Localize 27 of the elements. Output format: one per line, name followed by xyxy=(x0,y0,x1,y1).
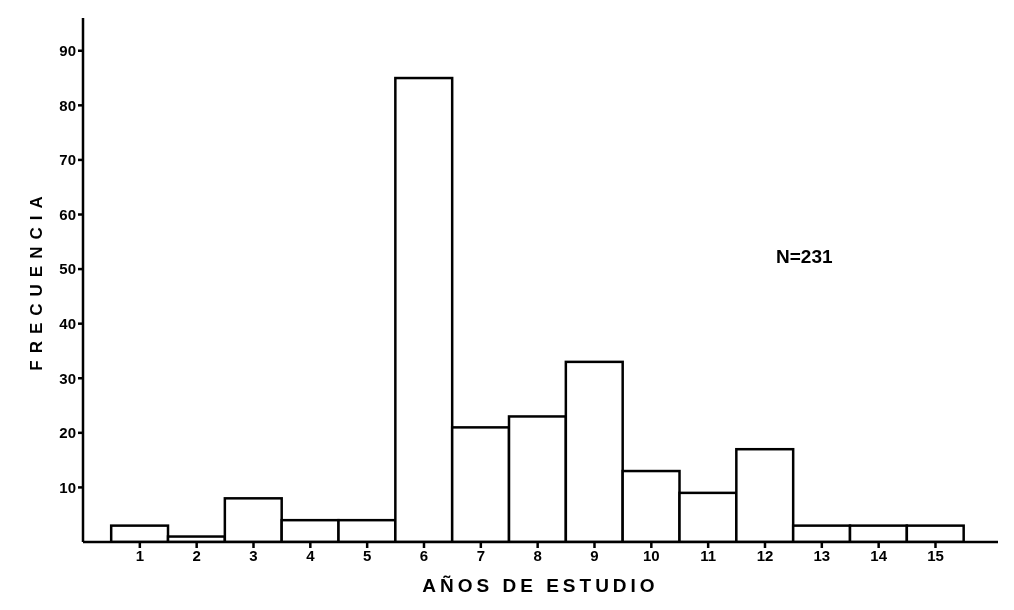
y-tick-label: 80 xyxy=(59,96,76,114)
x-tick-label: 12 xyxy=(756,546,774,564)
y-tick-label: 70 xyxy=(59,151,76,169)
x-tick-label: 8 xyxy=(533,546,542,564)
x-tick-label: 1 xyxy=(135,546,144,564)
y-axis-title: FRECUENCIA xyxy=(27,189,47,371)
x-tick-label: 6 xyxy=(419,546,429,564)
x-axis-title: AÑOS DE ESTUDIO xyxy=(422,575,659,596)
x-tick-label: 9 xyxy=(590,546,599,564)
x-tick-label: 11 xyxy=(700,546,717,564)
y-tick-label: 10 xyxy=(59,478,76,496)
y-tick-label: 50 xyxy=(59,260,76,278)
x-tick-label: 13 xyxy=(813,546,831,564)
y-tick-label: 30 xyxy=(59,369,76,387)
x-tick-label: 4 xyxy=(306,546,316,564)
x-tick-label: 10 xyxy=(642,546,660,564)
y-tick-label: 90 xyxy=(59,42,76,60)
annotation: N=231 xyxy=(776,246,833,268)
x-tick-label: 2 xyxy=(192,546,201,564)
y-tick-label: 60 xyxy=(59,205,76,223)
x-tick-label: 3 xyxy=(249,546,258,564)
y-tick-label: 40 xyxy=(59,314,76,332)
x-tick-label: 15 xyxy=(927,546,944,564)
x-tick-label: 7 xyxy=(476,546,485,564)
x-tick-label: 14 xyxy=(870,546,888,564)
x-tick-label: 5 xyxy=(362,546,372,564)
y-tick-label: 20 xyxy=(59,424,76,442)
